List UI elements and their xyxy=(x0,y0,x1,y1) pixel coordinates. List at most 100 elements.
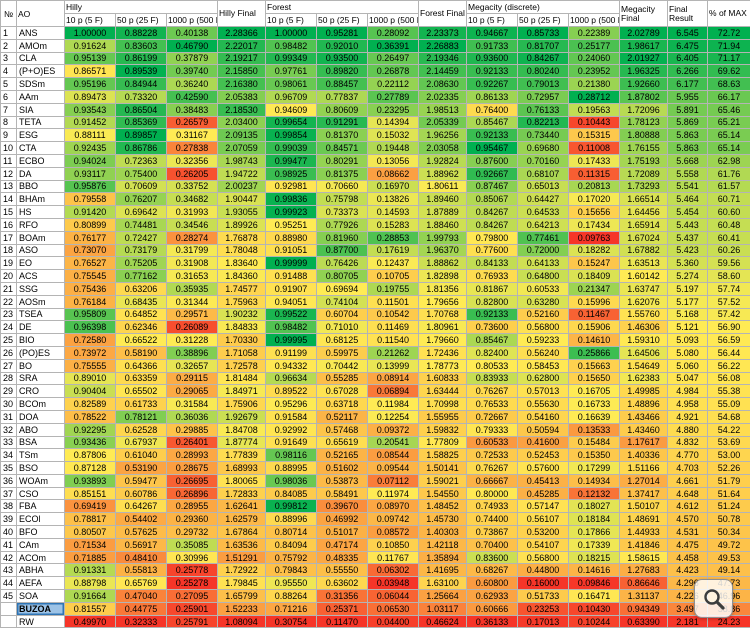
value-cell: 0.80240 xyxy=(517,64,570,79)
value-cell: 0.32657 xyxy=(165,358,219,373)
value-cell: 0.52453 xyxy=(517,448,570,463)
value-cell: 53.69 xyxy=(707,435,750,450)
algorithm-name-cell: ECBO xyxy=(16,153,65,168)
value-cell: 0.94024 xyxy=(64,153,116,168)
value-cell: 0.69642 xyxy=(115,205,167,219)
subcol-header-2-0: 10 p (5 F) xyxy=(466,13,519,27)
value-cell: 1.63536 xyxy=(217,537,267,552)
value-cell: 0.19755 xyxy=(367,281,420,296)
value-cell: 0.18282 xyxy=(568,243,621,258)
value-cell: 0.56240 xyxy=(517,345,570,360)
value-cell: 0.91291 xyxy=(316,115,369,130)
rank-cell: 29 xyxy=(0,384,17,399)
value-cell: 0.58491 xyxy=(316,486,369,501)
value-cell: 0.93543 xyxy=(64,102,116,117)
value-cell: 0.28993 xyxy=(165,448,219,463)
value-cell: 1.84360 xyxy=(217,269,267,283)
rank-cell: 30 xyxy=(0,397,17,411)
value-cell: 1.37417 xyxy=(619,486,669,501)
value-cell: 1.00000 xyxy=(265,26,318,40)
value-cell: 1.96370 xyxy=(418,243,468,258)
value-cell: 0.10705 xyxy=(367,269,420,283)
table-row: 19 EO 0.76527 0.75205 0.31908 1.83640 0.99999 0… xyxy=(0,256,750,271)
value-cell: 4.661 xyxy=(667,473,709,488)
value-cell: 0.64267 xyxy=(115,499,167,514)
value-cell: 0.19563 xyxy=(568,102,621,117)
table-row: 20 ACS 0.75545 0.77162 0.31653 1.84360 0.91488… xyxy=(0,269,750,283)
value-cell: 0.38896 xyxy=(165,345,219,360)
value-cell: 0.88996 xyxy=(265,512,318,527)
value-cell: 0.55285 xyxy=(316,371,369,386)
value-cell: 0.44800 xyxy=(517,563,570,578)
rank-cell: 37 xyxy=(0,486,17,501)
value-cell: 0.81557 xyxy=(64,601,116,616)
value-cell: 0.92992 xyxy=(265,422,318,437)
value-cell: 1.75193 xyxy=(619,153,669,168)
value-cell: 0.81707 xyxy=(517,38,570,53)
value-cell: 0.52160 xyxy=(517,307,570,322)
value-cell: 71.94 xyxy=(707,38,750,53)
value-cell: 0.89539 xyxy=(115,64,167,79)
value-cell: 1.65914 xyxy=(619,217,669,232)
zoom-button[interactable] xyxy=(694,579,733,618)
value-cell: 71.17 xyxy=(707,51,750,66)
value-cell: 0.10542 xyxy=(367,307,420,322)
value-cell: 0.89857 xyxy=(115,128,167,143)
value-cell: 1.77839 xyxy=(217,448,267,463)
value-cell: 0.68125 xyxy=(316,333,369,347)
algorithm-name-cell: DOA xyxy=(16,409,65,424)
value-cell: 0.36240 xyxy=(165,77,219,91)
value-cell: 0.54402 xyxy=(115,512,167,527)
value-cell: 0.31228 xyxy=(165,333,219,347)
value-cell: 0.93893 xyxy=(64,473,116,488)
value-cell: 0.85733 xyxy=(517,26,570,40)
value-cell: 72.72 xyxy=(707,26,750,40)
value-cell: 1.62076 xyxy=(619,294,669,309)
value-cell: 0.99349 xyxy=(265,51,318,66)
value-cell: 0.83603 xyxy=(115,38,167,53)
value-cell: 0.26896 xyxy=(165,486,219,501)
value-cell: 0.80291 xyxy=(316,153,369,168)
value-cell: 0.75555 xyxy=(64,358,116,373)
value-cell: 0.14610 xyxy=(568,333,621,347)
value-cell: 0.28955 xyxy=(165,499,219,514)
value-cell: 0.25866 xyxy=(568,345,621,360)
value-cell: 0.11469 xyxy=(367,320,420,335)
value-cell: 0.84944 xyxy=(115,77,167,91)
value-cell: 0.57147 xyxy=(517,499,570,514)
table-row: 34 TSm 0.87806 0.61040 0.28993 1.77839 0.98116… xyxy=(0,448,750,463)
table-row: 35 BSO 0.87128 0.53190 0.28675 1.68993 0.88995… xyxy=(0,461,750,475)
value-cell: 0.25371 xyxy=(316,601,369,616)
value-cell: 0.10244 xyxy=(568,614,621,628)
value-cell: 1.96256 xyxy=(418,128,468,143)
algorithm-name-cell: SIA xyxy=(16,102,65,117)
value-cell: 0.73440 xyxy=(517,128,570,143)
value-cell: 0.72427 xyxy=(115,230,167,245)
algorithm-name-cell: RW xyxy=(16,614,65,628)
value-cell: 0.64533 xyxy=(517,205,570,219)
value-cell: 0.31344 xyxy=(165,294,219,309)
value-cell: 50.78 xyxy=(707,512,750,527)
value-cell: 0.91331 xyxy=(64,563,116,578)
value-cell: 0.38483 xyxy=(165,102,219,117)
value-cell: 5.464 xyxy=(667,192,709,207)
table-row: 5 SDSm 0.95196 0.84944 0.36240 2.16380 0.98061… xyxy=(0,77,750,91)
value-cell: 2.05383 xyxy=(217,89,267,104)
value-cell: 0.50594 xyxy=(517,422,570,437)
subcol-header-0-0: 10 p (5 F) xyxy=(64,13,116,27)
value-cell: 0.92435 xyxy=(64,141,116,155)
value-cell: 0.30996 xyxy=(165,550,219,565)
value-cell: 1.60833 xyxy=(418,371,468,386)
table-row: 13 BBO 0.95876 0.70609 0.33752 2.00237 0.92981… xyxy=(0,179,750,194)
value-cell: 0.99812 xyxy=(265,499,318,514)
subcol-header-0-2: 1000 p (500 F) xyxy=(165,13,219,27)
value-cell: 0.98925 xyxy=(265,166,318,181)
value-cell: 1.82898 xyxy=(418,269,468,283)
subcol-header-2-1: 50 p (25 F) xyxy=(517,13,570,27)
value-cell: 0.62933 xyxy=(466,589,519,603)
rank-cell: 13 xyxy=(0,179,17,194)
table-row: 32 ABO 0.92295 0.62528 0.29885 1.84708 0.92992… xyxy=(0,422,750,437)
value-cell: 2.19346 xyxy=(418,51,468,66)
value-cell: 0.95196 xyxy=(64,77,116,91)
value-cell: 59.56 xyxy=(707,256,750,271)
